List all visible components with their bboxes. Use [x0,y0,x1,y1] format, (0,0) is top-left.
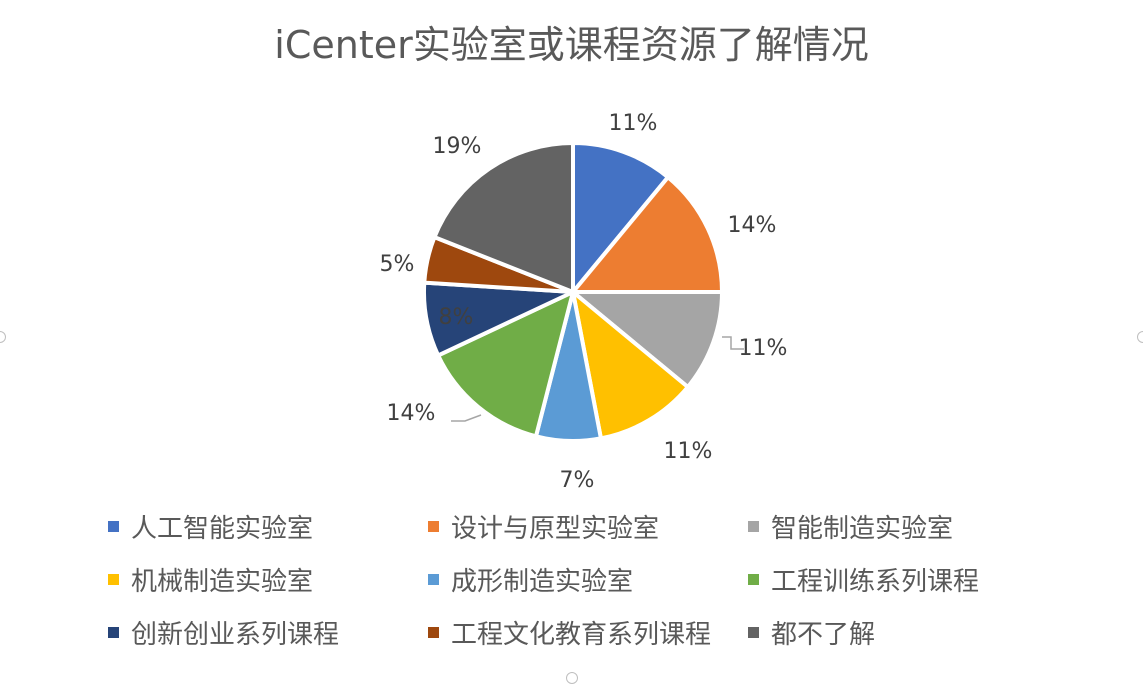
legend: 人工智能实验室 设计与原型实验室 智能制造实验室机械制造实验室 成形制造实验室 工程训练… [108,508,1108,678]
legend-label: 都不了解 [771,620,876,650]
legend-swatch [108,574,119,585]
data-label-4: 11% [664,439,713,464]
legend-swatch [428,521,439,532]
data-label-2: 14% [728,213,777,238]
legend-item-5[interactable]: 成形制造实验室 [428,561,633,598]
legend-item-9[interactable]: 都不了解 [748,614,875,651]
legend-label: 人工智能实验室 [131,514,314,544]
legend-label: 智能制造实验室 [771,514,954,544]
legend-item-8[interactable]: 工程文化教育系列课程 [428,614,711,651]
legend-label: 成形制造实验室 [451,567,634,597]
data-label-9: 19% [433,134,482,159]
pie-slice-9[interactable] [432,141,575,294]
data-label-8: 5% [380,252,415,277]
pie-slice-6[interactable] [436,290,575,439]
pie-slice-2[interactable] [571,175,724,294]
pie-slice-1[interactable] [571,141,670,294]
legend-swatch [428,627,439,638]
resize-handle-right[interactable] [1137,331,1143,343]
leader-line-6 [451,414,482,422]
pie-slice-4[interactable] [571,290,690,441]
legend-item-2[interactable]: 设计与原型实验室 [428,508,659,545]
legend-label: 工程训练系列课程 [771,567,980,597]
legend-swatch [748,627,759,638]
legend-swatch [108,627,119,638]
data-label-6: 14% [387,401,436,426]
legend-swatch [748,574,759,585]
leader-line-3 [722,336,744,350]
legend-label: 设计与原型实验室 [451,514,660,544]
legend-item-3[interactable]: 智能制造实验室 [748,508,953,545]
legend-label: 工程文化教育系列课程 [451,620,712,650]
chart-title: iCenter实验室或课程资源了解情况 [274,23,869,67]
legend-swatch [108,521,119,532]
legend-label: 创新创业系列课程 [131,620,340,650]
legend-item-6[interactable]: 工程训练系列课程 [748,561,979,598]
data-label-5: 7% [560,468,595,493]
legend-swatch [748,521,759,532]
legend-item-1[interactable]: 人工智能实验室 [108,508,313,545]
data-label-1: 11% [609,111,658,136]
data-label-7: 8% [439,305,474,330]
pie-slice-3[interactable] [571,290,724,389]
legend-swatch [428,574,439,585]
legend-item-7[interactable]: 创新创业系列课程 [108,614,339,651]
legend-item-4[interactable]: 机械制造实验室 [108,561,313,598]
data-label-3: 11% [739,336,788,361]
legend-label: 机械制造实验室 [131,567,314,597]
